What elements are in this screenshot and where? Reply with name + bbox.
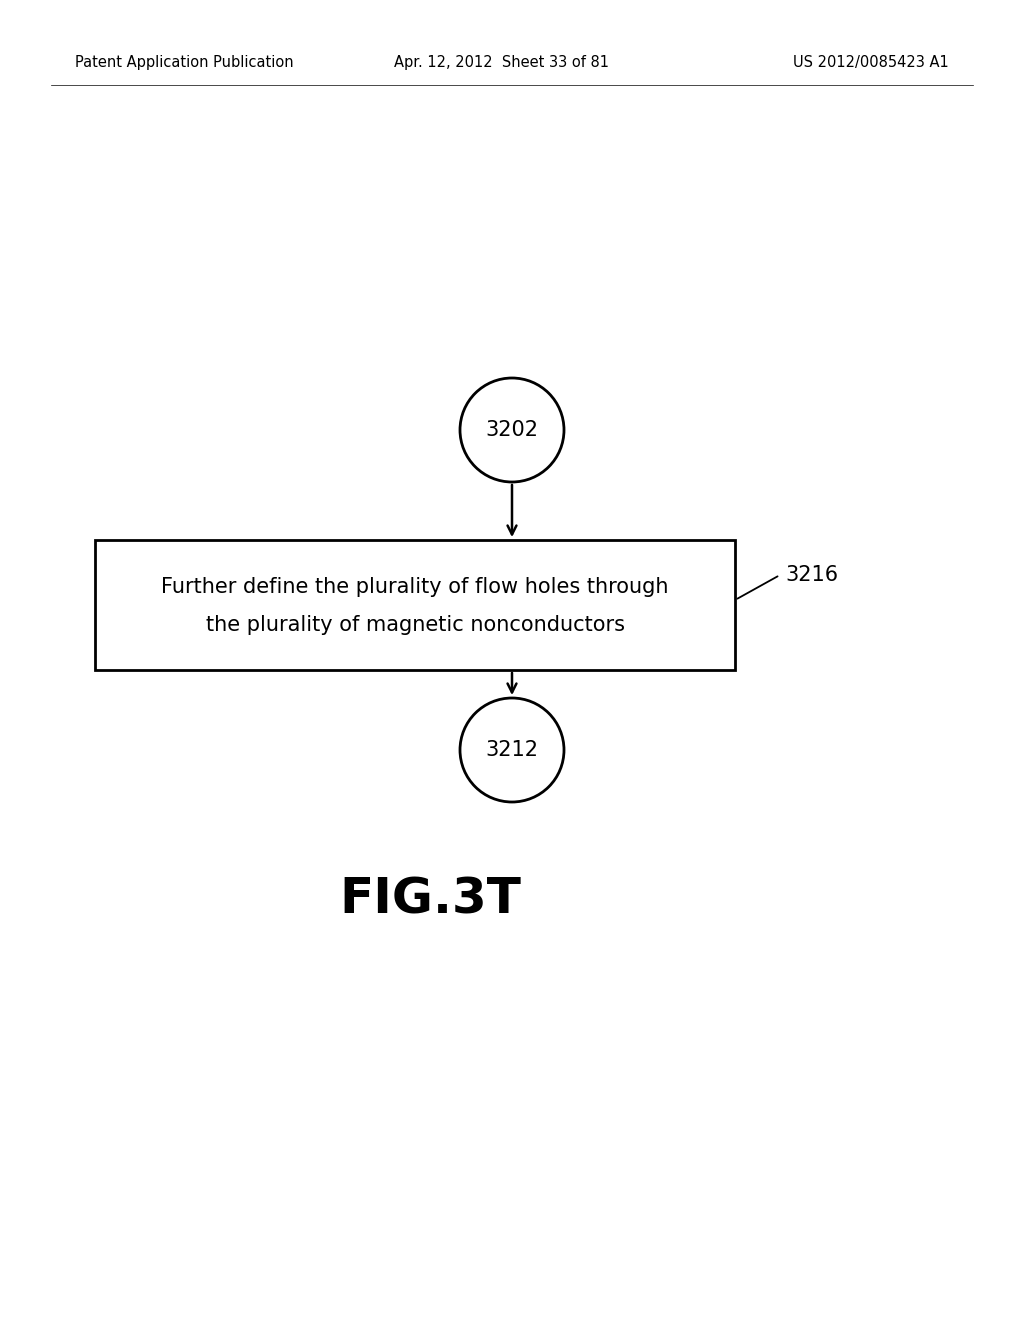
Text: Patent Application Publication: Patent Application Publication (75, 54, 294, 70)
Text: Further define the plurality of flow holes through: Further define the plurality of flow hol… (161, 577, 669, 597)
Text: FIG.3T: FIG.3T (339, 876, 521, 924)
Circle shape (460, 698, 564, 803)
Text: Apr. 12, 2012  Sheet 33 of 81: Apr. 12, 2012 Sheet 33 of 81 (394, 54, 609, 70)
Text: US 2012/0085423 A1: US 2012/0085423 A1 (794, 54, 949, 70)
Bar (95, 540, 735, 671)
Circle shape (460, 378, 564, 482)
Text: 3212: 3212 (485, 741, 539, 760)
Text: 3216: 3216 (785, 565, 838, 585)
Text: 3202: 3202 (485, 420, 539, 440)
Text: the plurality of magnetic nonconductors: the plurality of magnetic nonconductors (206, 615, 625, 635)
